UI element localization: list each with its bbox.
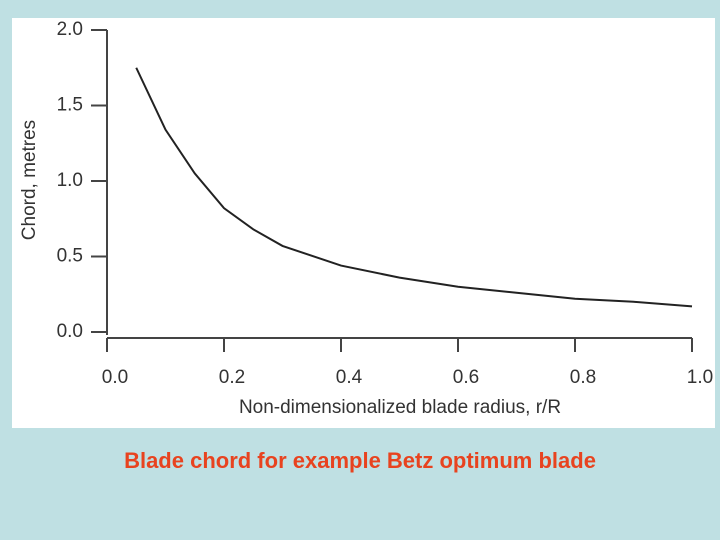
y-tick-label: 0.5 [57,246,83,267]
y-tick-label: 1.0 [57,170,83,191]
x-tick-label: 0.8 [570,367,596,388]
y-tick-label: 2.0 [57,19,83,40]
caption: Blade chord for example Betz optimum bla… [124,448,596,473]
x-tick-label: 0.4 [336,367,363,388]
chart-panel [12,18,715,428]
chord-line [135,67,693,308]
x-tick-label: 0.2 [219,367,245,388]
y-tick-label: 0.0 [57,321,83,342]
y-axis-label: Chord, metres [19,120,40,240]
x-axis-label: Non-dimensionalized blade radius, r/R [239,397,561,418]
x-tick-label: 1.0 [687,367,713,388]
x-tick-label: 0.6 [453,367,479,388]
x-tick-label: 0.0 [102,367,128,388]
y-tick-label: 1.5 [57,95,83,116]
